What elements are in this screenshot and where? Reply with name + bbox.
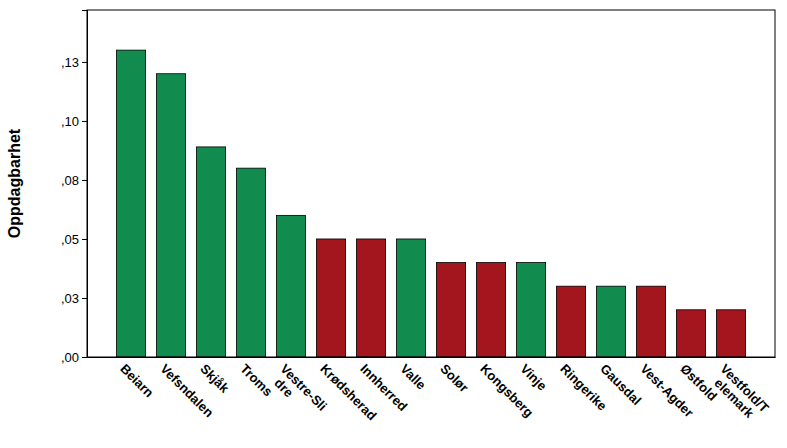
bar — [556, 286, 585, 357]
bar — [596, 286, 625, 357]
y-tick-mark — [82, 180, 87, 181]
chart-container: ,00 ,03 ,05 ,08 ,10 ,13 BeiarnVefsndalenSkjåkT… — [0, 0, 787, 448]
bar — [636, 286, 665, 357]
bar — [156, 74, 185, 357]
x-tick: Skjåk — [197, 357, 232, 396]
y-tick: ,05 — [61, 232, 87, 247]
chart: ,00 ,03 ,05 ,08 ,10 ,13 BeiarnVefsndalenSkjåkT… — [0, 0, 787, 448]
y-tick: ,13 — [61, 55, 87, 70]
bar — [116, 50, 145, 357]
x-tick-label: Beiarn — [117, 361, 156, 400]
x-tick: Ringerike — [557, 357, 610, 414]
y-tick: ,03 — [61, 291, 87, 306]
bar — [356, 239, 385, 357]
y-tick: ,10 — [61, 114, 87, 129]
bars — [116, 50, 745, 357]
x-tick: Solør — [437, 357, 471, 395]
bar — [476, 263, 505, 357]
x-tick: Østfold — [677, 357, 720, 404]
x-tick-label: Vestfold/Telemark — [707, 361, 772, 426]
y-tick: ,00 — [61, 350, 87, 365]
x-tick-label: Vinje — [517, 361, 549, 393]
x-tick-label: Skjåk — [197, 361, 232, 396]
y-tick-mark — [82, 121, 87, 122]
y-tick-label: ,05 — [61, 232, 79, 247]
bar — [316, 239, 345, 357]
y-tick-label: ,10 — [61, 114, 79, 129]
y-tick-label: ,00 — [61, 350, 79, 365]
x-tick-label: Valle — [397, 361, 429, 393]
y-tick-label: ,03 — [61, 291, 79, 306]
x-tick: Beiarn — [117, 357, 156, 400]
bar — [436, 263, 465, 357]
y-axis-line — [82, 11, 88, 358]
x-tick: Gausdal — [597, 357, 644, 408]
x-tick-label: Solør — [437, 361, 471, 395]
y-tick-mark — [82, 298, 87, 299]
bar — [396, 239, 425, 357]
y-tick-label: ,13 — [61, 55, 79, 70]
plot-frame — [87, 10, 775, 357]
y-axis-title: Oppdagbarhet — [6, 128, 23, 238]
x-tick-label: Troms — [237, 361, 275, 399]
y-tick-mark — [82, 357, 87, 358]
plot: ,00 ,03 ,05 ,08 ,10 ,13 BeiarnVefsndalenSkjåkT… — [61, 10, 776, 426]
bar — [676, 310, 705, 357]
x-tick: Vestfold/Telemark — [707, 357, 772, 426]
x-axis-line — [88, 357, 776, 358]
y-tick: ,08 — [61, 173, 87, 188]
x-tick: Troms — [237, 357, 275, 399]
x-axis: BeiarnVefsndalenSkjåkTromsVestre-SlidreK… — [88, 357, 776, 426]
bar — [276, 215, 305, 357]
bar — [516, 263, 545, 357]
x-tick: Vestre-Slidre — [267, 357, 330, 424]
y-tick-label: ,08 — [61, 173, 79, 188]
x-tick: Valle — [397, 357, 429, 393]
bar — [196, 147, 225, 357]
x-tick-label: Gausdal — [597, 361, 644, 408]
y-tick-mark — [82, 239, 87, 240]
y-tick-mark — [82, 62, 87, 63]
bar — [716, 310, 745, 357]
x-tick: Vinje — [517, 357, 549, 393]
bar — [236, 168, 265, 357]
y-axis: ,00 ,03 ,05 ,08 ,10 ,13 — [61, 11, 88, 365]
